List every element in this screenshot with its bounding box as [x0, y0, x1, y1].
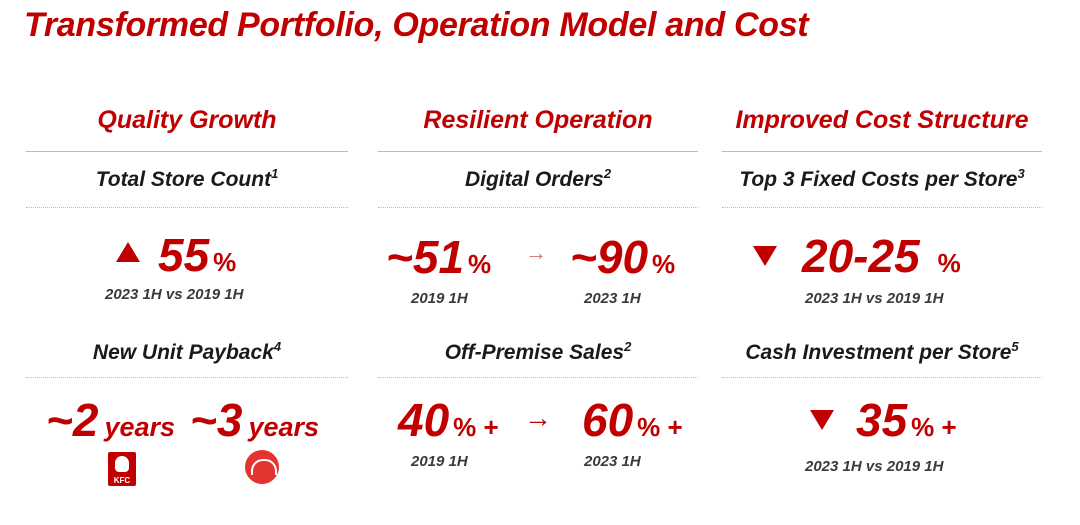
- divider: [722, 377, 1042, 378]
- divider: [378, 377, 698, 378]
- kfc-payback-value: ~2 years: [46, 394, 176, 446]
- triangle-down-icon: [810, 410, 834, 430]
- metric-label-off-premise: Off-Premise Sales2: [444, 339, 632, 364]
- column-quality-growth: Quality Growth Total Store Count1: [26, 100, 348, 192]
- metric-label-store-count: Total Store Count1: [95, 166, 279, 191]
- heading-divider: [378, 151, 698, 152]
- column-resilient-operation: Resilient Operation Digital Orders2: [378, 100, 698, 192]
- heading-divider: [26, 151, 348, 152]
- cash-investment-value: 35% +: [856, 394, 957, 446]
- column-heading: Resilient Operation: [423, 106, 653, 134]
- arrow-right-icon: →: [525, 240, 547, 265]
- kfc-logo-icon: KFC: [108, 452, 136, 486]
- page-title: Transformed Portfolio, Operation Model a…: [24, 6, 809, 44]
- off-premise-from-period: 2019 1H: [411, 453, 468, 470]
- off-premise-to-period: 2023 1H: [584, 453, 641, 470]
- triangle-down-icon: [753, 246, 777, 266]
- divider: [378, 207, 698, 208]
- digital-orders-to-period: 2023 1H: [584, 290, 641, 307]
- store-count-period: 2023 1H vs 2019 1H: [105, 286, 244, 303]
- pizza-hut-logo-icon: [245, 450, 279, 484]
- fixed-costs-value: 20-25%: [802, 230, 961, 282]
- cash-investment-period: 2023 1H vs 2019 1H: [805, 458, 944, 475]
- column-heading: Quality Growth: [97, 106, 277, 134]
- off-premise-to-value: 60% +: [582, 394, 683, 446]
- divider: [722, 207, 1042, 208]
- divider: [26, 207, 348, 208]
- metric-label-digital-orders: Digital Orders2: [464, 166, 612, 191]
- off-premise-from-value: 40% +: [398, 394, 499, 446]
- digital-orders-to-value: ~90%: [570, 231, 676, 283]
- metric-label-fixed-costs: Top 3 Fixed Costs per Store3: [739, 166, 1025, 191]
- pizza-hut-payback-value: ~3 years: [190, 394, 320, 446]
- metric-label-payback: New Unit Payback4: [92, 339, 282, 364]
- digital-orders-from-period: 2019 1H: [411, 290, 468, 307]
- divider: [26, 377, 348, 378]
- column-improved-cost: Improved Cost Structure Top 3 Fixed Cost…: [722, 100, 1042, 192]
- store-count-value: 55%: [158, 229, 237, 281]
- digital-orders-from-value: ~51%: [386, 231, 492, 283]
- column-heading: Improved Cost Structure: [735, 106, 1029, 134]
- fixed-costs-period: 2023 1H vs 2019 1H: [805, 290, 944, 307]
- metric-label-cash-investment: Cash Investment per Store5: [745, 339, 1019, 364]
- heading-divider: [722, 151, 1042, 152]
- triangle-up-icon: [116, 242, 140, 262]
- arrow-right-icon: →: [524, 402, 552, 433]
